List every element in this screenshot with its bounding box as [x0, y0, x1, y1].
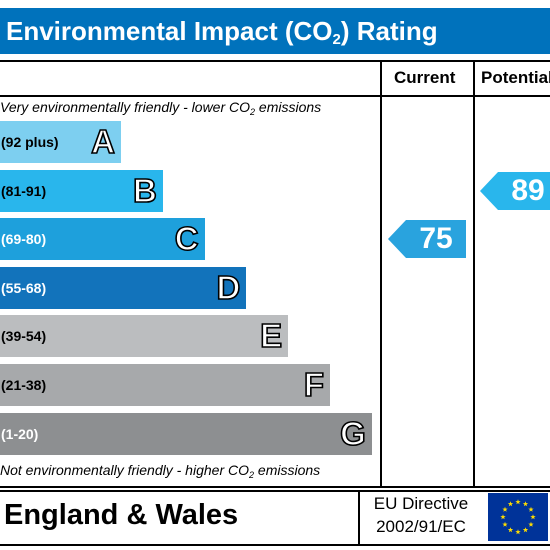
directive-line-2: 2002/91/EC — [376, 517, 466, 536]
eu-star-icon — [507, 501, 514, 507]
chart-frame — [0, 60, 550, 488]
band-letter: A — [90, 122, 115, 161]
page-title: Environmental Impact (CO2) Rating — [0, 8, 550, 54]
top-note-text: Very environmentally friendly - lower CO — [0, 99, 251, 115]
bottom-note-text: Not environmentally friendly - higher CO — [0, 462, 249, 478]
eu-flag-icon — [488, 493, 548, 541]
eu-star-icon — [528, 521, 534, 527]
band-letter: G — [339, 414, 366, 453]
current-column-divider — [380, 60, 382, 488]
eu-star-icon — [522, 501, 529, 507]
potential-rating-arrow: 89 — [480, 171, 550, 215]
eu-star-icon — [515, 499, 521, 505]
band-range-label: (1-20) — [1, 425, 39, 442]
top-note-tail: emissions — [255, 99, 322, 115]
top-note-sub: 2 — [250, 107, 256, 117]
potential-rating-value: 89 — [511, 173, 545, 207]
band-e: (39-54) E — [0, 315, 289, 358]
region-label: England & Wales — [4, 499, 239, 531]
band-d: (55-68) D — [0, 266, 247, 309]
directive-line-1: EU Directive — [373, 494, 469, 513]
band-f: (21-38) F — [0, 364, 330, 406]
current-arrow-shape — [388, 220, 466, 259]
bottom-note-tail: emissions — [254, 462, 321, 478]
title-sub: 2 — [332, 31, 341, 48]
potential-column-header: Potential — [481, 68, 550, 87]
eu-flag-graphic — [488, 493, 548, 541]
band-range-label: (21-38) — [1, 377, 47, 393]
bottom-note: Not environmentally friendly - higher CO… — [0, 462, 320, 480]
current-rating-value: 75 — [419, 222, 453, 256]
band-g: (1-20) G — [0, 412, 372, 455]
eu-star-icon — [522, 527, 529, 533]
potential-column-divider — [473, 60, 475, 488]
band-letter: D — [216, 268, 241, 307]
eu-star-icon — [502, 521, 508, 527]
band-range-label: (69-80) — [1, 231, 47, 248]
eu-star-icon — [530, 514, 536, 520]
band-c: (69-80) C — [0, 218, 205, 261]
band-range-label: (81-91) — [1, 182, 47, 199]
band-range-label: (92 plus) — [1, 134, 59, 150]
title-tail: ) Rating — [340, 16, 438, 46]
eu-star-icon — [528, 506, 534, 512]
header-divider — [0, 95, 550, 97]
current-rating-arrow: 75 — [388, 220, 466, 263]
eu-star-icon — [502, 506, 508, 512]
top-note: Very environmentally friendly - lower CO… — [0, 99, 321, 117]
footer-frame — [0, 490, 550, 546]
eu-star-icon — [507, 527, 514, 533]
potential-arrow-shape — [480, 171, 550, 210]
band-letter: F — [303, 365, 325, 404]
band-letter: C — [174, 219, 199, 258]
band-range-label: (39-54) — [1, 328, 47, 345]
current-column-header: Current — [394, 68, 456, 87]
eu-star-icon — [500, 514, 506, 520]
eu-star-icon — [515, 529, 521, 535]
band-letter: B — [132, 171, 157, 210]
band-a: (92 plus) A — [0, 121, 121, 163]
band-letter: E — [259, 317, 283, 356]
footer-divider — [358, 490, 360, 546]
band-b: (81-91) B — [0, 169, 163, 212]
title-main: Environmental Impact (CO — [6, 16, 333, 46]
bottom-note-sub: 2 — [249, 470, 255, 480]
band-range-label: (55-68) — [1, 279, 47, 296]
